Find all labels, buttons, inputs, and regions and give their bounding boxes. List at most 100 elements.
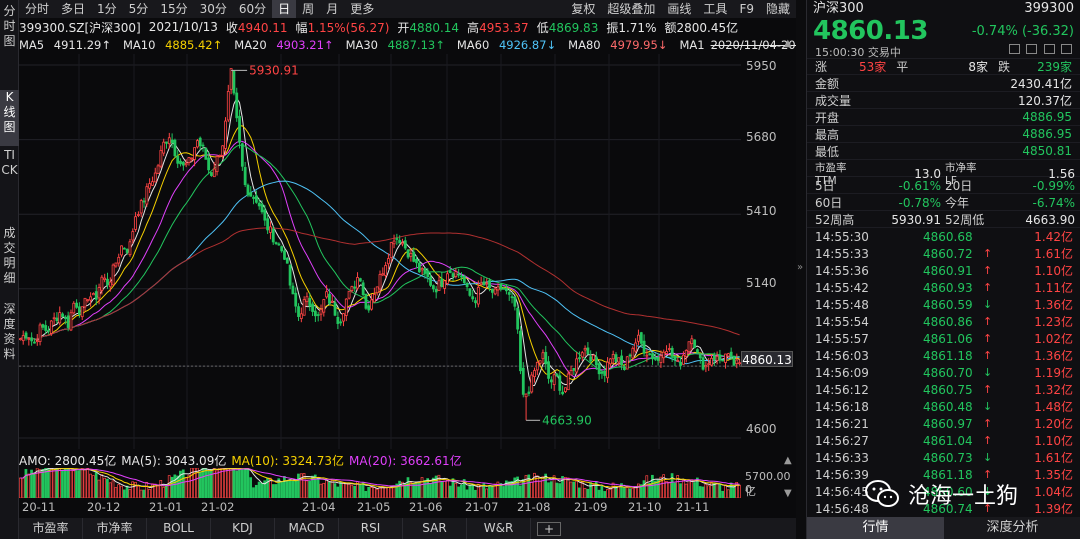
candle-body [440, 278, 444, 287]
volume-bar [496, 481, 500, 498]
volume-bar [617, 486, 621, 498]
ma120-line [20, 227, 740, 340]
candle-body [446, 273, 449, 284]
volume-bar [575, 480, 578, 498]
volume-bar [333, 483, 337, 498]
settings-icon[interactable] [1061, 44, 1072, 54]
panel-splitter[interactable]: » [796, 0, 806, 539]
period-15min[interactable]: 15分 [160, 2, 188, 16]
candle-body [642, 340, 646, 354]
52week-row: 52周高 5930.91 52周低 4663.90 [807, 211, 1080, 228]
tick-time: 14:55:30 [815, 229, 869, 244]
tick-price: 4861.04 [923, 433, 973, 448]
tick-direction-icon: ↑ [983, 349, 993, 362]
volume-bar [47, 468, 50, 498]
tab-pb[interactable]: 市净率 [83, 518, 147, 539]
candle-body [620, 355, 624, 365]
chart-icon[interactable] [1026, 44, 1037, 54]
volume-chart[interactable] [19, 468, 741, 498]
tab-pe[interactable]: 市盈率 [19, 518, 83, 539]
candle-body [533, 370, 536, 377]
volume-bar [294, 480, 297, 498]
period-timeshare[interactable]: 分时 [25, 2, 50, 16]
vtab-trade-detail[interactable]: 成交明细 [3, 226, 16, 285]
period-5min[interactable]: 5分 [128, 2, 149, 16]
quote-info-bar: 399300.SZ[沪深300] 2021/10/13 收4940.11 幅1.… [19, 18, 796, 36]
chart-scroll-down-icon[interactable]: ▼ [784, 488, 792, 499]
candle-body [19, 338, 22, 341]
period-month[interactable]: 月 [326, 2, 339, 16]
vtab-tick[interactable]: TICK [1, 148, 18, 177]
chevron-right-icon[interactable]: » [797, 262, 804, 273]
candle-body [111, 264, 115, 286]
candle-body [41, 324, 45, 328]
period-1min[interactable]: 1分 [97, 2, 117, 16]
tab-rsi[interactable]: RSI [339, 518, 403, 539]
f9-button[interactable]: F9 [739, 2, 754, 16]
y-tick-label: 5680 [746, 130, 777, 144]
period-day[interactable]: 日 [272, 0, 297, 18]
candle-body [274, 242, 278, 245]
tools-button[interactable]: 工具 [703, 2, 728, 16]
chart-scroll-up-icon[interactable]: ▲ [784, 38, 792, 49]
period-week[interactable]: 周 [302, 2, 315, 16]
tab-macd[interactable]: MACD [275, 518, 339, 539]
ma5-legend: MA5 4911.29↑ [19, 38, 111, 52]
grid-icon[interactable] [1043, 44, 1055, 54]
tab-wr[interactable]: W&R [467, 518, 531, 539]
tick-list[interactable]: 14:55:30 4860.68 1.42亿 14:55:33 4860.72 ↑ 1.61… [807, 228, 1080, 517]
tick-amount: 1.61亿 [1034, 451, 1073, 465]
period-more[interactable]: 更多 [350, 2, 375, 16]
candle-body [460, 275, 463, 278]
volume-bar [322, 482, 326, 498]
volume-bar [454, 482, 458, 498]
period-60min[interactable]: 60分 [238, 2, 267, 16]
tick-time: 14:56:48 [815, 501, 869, 516]
hide-button[interactable]: 隐藏 [765, 2, 790, 16]
tick-amount: 1.32亿 [1034, 383, 1073, 397]
candle-body [409, 253, 413, 257]
candle-body [679, 361, 683, 366]
candle-body [347, 290, 351, 299]
volume-bar [460, 484, 463, 498]
candle-body [389, 242, 393, 258]
candle-body [344, 298, 348, 316]
candle-body [718, 354, 722, 361]
tick-amount: 1.20亿 [1034, 417, 1073, 431]
candle-body [294, 292, 298, 307]
tab-depth-analysis[interactable]: 深度分析 [944, 517, 1080, 539]
volume-bar [218, 468, 222, 498]
index-name: 沪深300 [813, 1, 864, 16]
vtab-timeshare[interactable]: 分时图 [3, 4, 16, 48]
candle-body [299, 313, 303, 319]
add-indicator-button[interactable]: + [537, 521, 561, 536]
volume-bar [260, 482, 264, 498]
candle-body [594, 356, 598, 366]
tab-kdj[interactable]: KDJ [211, 518, 275, 539]
edit-icon[interactable] [1008, 44, 1020, 54]
draw-line-button[interactable]: 画线 [667, 2, 692, 16]
volume-bar [693, 482, 696, 498]
vtab-kline[interactable]: K线图 [0, 90, 19, 146]
candle-body [474, 300, 477, 304]
vtab-depth[interactable]: 深度资料 [3, 302, 16, 361]
chart-scroll-up-icon[interactable]: ▲ [784, 455, 792, 466]
candle-body [44, 325, 48, 331]
overlay-button[interactable]: 超级叠加 [607, 2, 656, 16]
tab-boll[interactable]: BOLL [147, 518, 211, 539]
tick-time: 14:56:12 [815, 382, 869, 397]
tick-direction-icon: ↑ [983, 247, 993, 260]
tick-direction-icon: ↓ [983, 485, 993, 498]
volume-bar [66, 468, 70, 498]
tab-quote[interactable]: 行情 [807, 517, 944, 539]
adjust-button[interactable]: 复权 [571, 2, 596, 16]
period-30min[interactable]: 30分 [199, 2, 227, 16]
kline-chart[interactable]: 5930.91 4663.90 [19, 54, 741, 449]
volume-bar [465, 489, 469, 498]
candle-body [597, 363, 601, 375]
tick-price: 4860.97 [923, 416, 973, 431]
period-multiday[interactable]: 多日 [61, 2, 86, 16]
open-field: 开4880.14 [397, 20, 460, 35]
tab-sar[interactable]: SAR [403, 518, 467, 539]
volume-bar [89, 473, 92, 498]
